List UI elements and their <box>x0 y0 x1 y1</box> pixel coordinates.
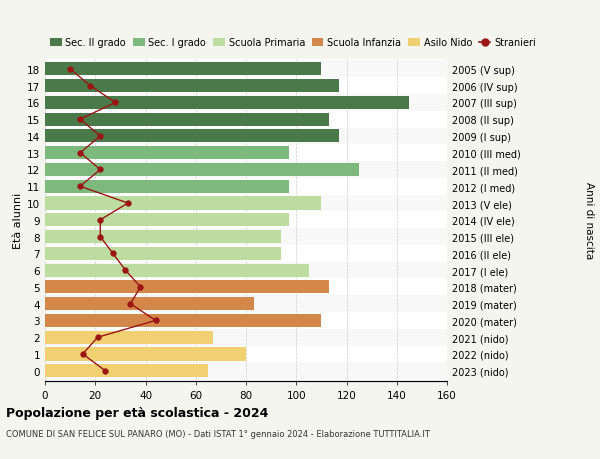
Bar <box>45 180 289 193</box>
Bar <box>45 329 447 346</box>
Bar <box>45 296 447 313</box>
Legend: Sec. II grado, Sec. I grado, Scuola Primaria, Scuola Infanzia, Asilo Nido, Stran: Sec. II grado, Sec. I grado, Scuola Prim… <box>50 39 536 48</box>
Bar <box>45 264 309 277</box>
Bar <box>45 63 322 76</box>
Bar <box>45 313 447 329</box>
Bar <box>45 80 339 93</box>
Bar <box>45 297 254 311</box>
Bar <box>45 281 329 294</box>
Bar <box>45 130 339 143</box>
Bar <box>45 162 447 179</box>
Bar <box>45 145 447 162</box>
Bar <box>45 246 447 262</box>
Text: Popolazione per età scolastica - 2024: Popolazione per età scolastica - 2024 <box>6 406 268 419</box>
Bar <box>45 179 447 195</box>
Bar <box>45 247 281 260</box>
Bar <box>45 347 246 361</box>
Bar <box>45 128 447 145</box>
Bar <box>45 78 447 95</box>
Bar <box>45 97 409 110</box>
Bar <box>45 229 447 246</box>
Bar <box>45 214 289 227</box>
Bar <box>45 331 214 344</box>
Bar <box>45 197 322 210</box>
Bar <box>45 147 289 160</box>
Bar <box>45 314 322 327</box>
Y-axis label: Età alunni: Età alunni <box>13 192 23 248</box>
Bar <box>45 279 447 296</box>
Bar <box>45 230 281 244</box>
Bar <box>45 262 447 279</box>
Bar <box>45 112 447 128</box>
Bar <box>45 62 447 78</box>
Text: Anni di nascita: Anni di nascita <box>584 182 594 259</box>
Bar <box>45 212 447 229</box>
Bar <box>45 113 329 126</box>
Bar <box>45 195 447 212</box>
Bar <box>45 363 447 379</box>
Bar <box>45 95 447 112</box>
Bar <box>45 163 359 177</box>
Bar <box>45 346 447 363</box>
Bar <box>45 364 208 377</box>
Text: COMUNE DI SAN FELICE SUL PANARO (MO) - Dati ISTAT 1° gennaio 2024 - Elaborazione: COMUNE DI SAN FELICE SUL PANARO (MO) - D… <box>6 429 430 438</box>
